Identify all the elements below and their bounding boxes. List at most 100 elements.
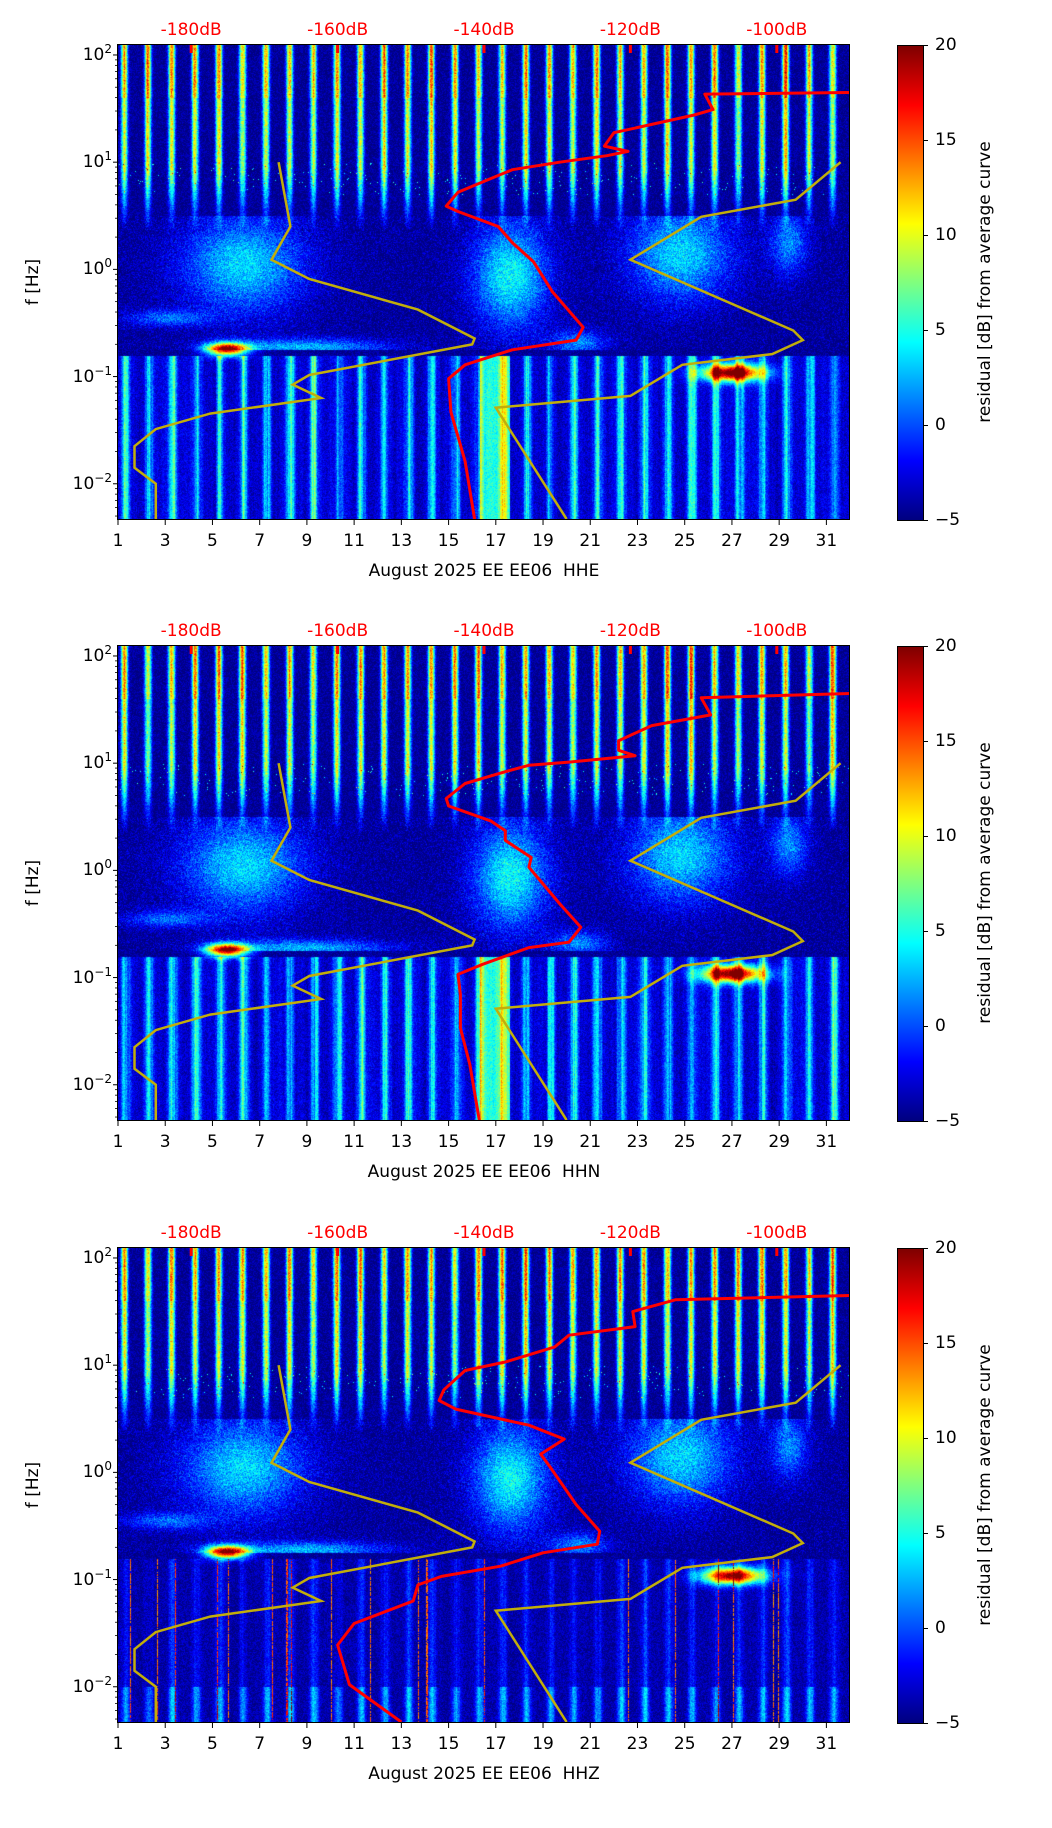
colorbar-tick-label: 15 [935,1333,957,1353]
x-tick-label: 21 [579,1734,602,1754]
x-axis-label: August 2025 EE EE06 HHE [368,561,600,581]
x-tick-label: 21 [579,1132,602,1152]
colorbar [897,646,924,1122]
colorbar-tick-mark [923,235,928,236]
colorbar-tick-mark [923,1438,928,1439]
yellow-curve-high [493,762,842,1121]
y-tick-label: 10−1 [72,1566,112,1590]
x-tick-label: 15 [437,1734,460,1754]
db-axis-label: -140dB [453,1223,515,1243]
y-tick-label: 10−1 [73,966,112,988]
db-tick-mark [336,45,340,53]
colorbar-tick-label: 15 [935,731,957,751]
db-axis-label: -120dB [599,1223,661,1243]
colorbar-tick-label: 0 [935,415,946,435]
x-tick-label: 11 [343,531,365,551]
colorbar-label: residual [dB] from average curve [975,1344,995,1626]
x-tick-label: 19 [532,531,554,551]
x-tick-label: 5 [207,1132,218,1152]
colorbar [897,1248,924,1724]
y-tick-label: 101 [82,1353,112,1376]
db-tick-mark [482,1248,486,1256]
spectrogram-heatmap [118,646,850,1121]
colorbar-tick-label: 5 [935,320,946,340]
spectrogram-heatmap [118,1248,850,1723]
y-tick-exponent: 0 [104,857,112,872]
y-tick-label: 100 [82,256,112,280]
x-tick-label: 7 [254,1734,266,1754]
y-tick-label: 101 [83,150,112,172]
x-tick-label: 23 [626,1734,649,1754]
y-tick-base: 10 [82,1355,105,1376]
yellow-curve-low [133,161,477,520]
db-tick-mark [482,45,486,53]
colorbar-tick-mark [923,1121,928,1122]
x-tick-label: 9 [301,1132,313,1152]
db-axis-label: -120dB [599,621,661,641]
y-tick-label: 10−2 [72,1071,112,1095]
y-tick-base: 10 [82,259,105,280]
colorbar [897,45,924,521]
x-tick-label: 3 [159,1734,171,1754]
red-curve [444,692,850,1121]
colorbar-tick-mark [923,330,928,331]
db-axis-label: -100dB [746,20,808,40]
spectrogram-panel-hhz: August 2025 EE EE06 HHZ f [Hz] residual … [0,1223,1052,1828]
db-axis-label: -160dB [307,621,369,641]
x-tick-label: 1 [112,1734,124,1754]
colorbar-tick-mark [923,425,928,426]
y-tick-exponent: 2 [104,41,112,56]
x-tick-label: 5 [207,1734,218,1754]
y-tick-base: 10 [72,1569,95,1590]
x-tick-label: 1 [112,531,124,551]
y-tick-base: 10 [82,44,105,65]
x-tick-label: 25 [673,531,696,551]
x-axis-label: August 2025 EE EE06 HHN [367,1162,601,1182]
colorbar-tick-label: 10 [935,225,957,245]
y-axis-label: f [Hz] [23,859,43,907]
y-tick-base: 10 [82,1462,105,1483]
colorbar-tick-label: −5 [935,1111,961,1131]
x-tick-label: 23 [626,1132,649,1152]
x-tick-label: 31 [815,1734,838,1754]
db-tick-mark [189,646,193,654]
y-tick-exponent: 0 [104,1459,112,1474]
x-tick-label: 29 [768,1734,790,1754]
colorbar-tick-mark [923,140,928,141]
y-tick-exponent: 1 [104,750,112,765]
y-tick-exponent: 0 [104,256,112,271]
db-axis-label: -140dB [453,621,515,641]
y-tick-label: 100 [82,1459,112,1483]
db-tick-mark [775,646,779,654]
colorbar-tick-label: 0 [935,1618,946,1638]
db-tick-mark [628,45,632,53]
db-axis-label: -120dB [599,20,661,40]
colorbar-tick-label: 10 [935,826,957,846]
y-tick-exponent: −2 [94,1071,112,1086]
spectrogram-panel-hhe: August 2025 EE EE06 HHE f [Hz] residual … [0,20,1052,625]
db-axis-label: -180dB [160,621,222,641]
db-axis-label: -160dB [307,1223,369,1243]
db-tick-mark [189,1248,193,1256]
x-tick-label: 7 [254,1132,266,1152]
colorbar-tick-mark [923,741,928,742]
x-tick-label: 13 [390,1734,413,1754]
x-tick-label: 29 [768,531,790,551]
db-axis-label: -160dB [307,20,369,40]
y-tick-base: 10 [82,1247,105,1268]
y-tick-exponent: −1 [94,1566,112,1581]
colorbar-tick-label: −5 [935,1713,961,1733]
colorbar-tick-mark [923,1026,928,1027]
y-tick-base: 10 [72,1074,95,1095]
colorbar-label: residual [dB] from average curve [975,141,995,423]
x-tick-label: 23 [626,531,649,551]
db-axis-label: -180dB [160,20,222,40]
db-tick-mark [628,1248,632,1256]
y-tick-base: 10 [82,645,105,666]
y-tick-base: 10 [82,860,105,881]
y-tick-exponent: 2 [104,1244,112,1259]
colorbar-tick-label: 20 [935,35,957,55]
colorbar-tick-mark [923,1248,928,1249]
x-tick-label: 27 [721,531,743,551]
x-tick-label: 17 [484,1734,507,1754]
